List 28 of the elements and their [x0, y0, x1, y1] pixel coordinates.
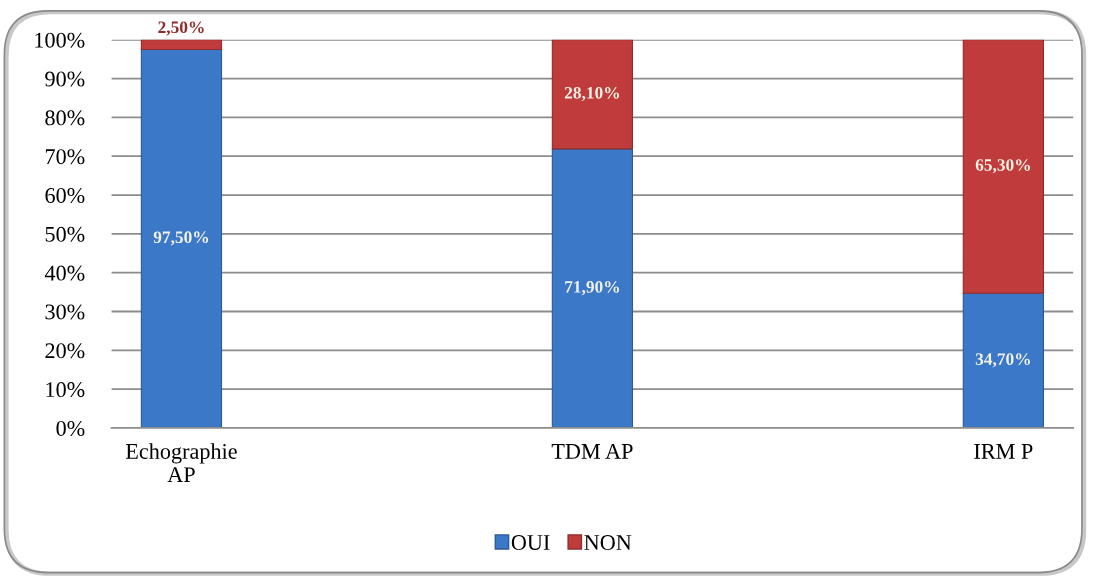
y-tick-label: 80%	[45, 110, 85, 126]
x-tick-label: IRM P	[974, 444, 1033, 459]
bar	[551, 39, 634, 150]
x-tick-label: TDM AP	[551, 444, 633, 459]
data-label: 34,70%	[975, 353, 1030, 368]
y-tick-label: 30%	[45, 304, 85, 320]
data-label: 2,50%	[158, 21, 204, 36]
data-label: 97,50%	[153, 231, 209, 246]
y-tick-label: 90%	[45, 71, 85, 87]
y-tick-label: 10%	[46, 382, 85, 398]
y-tick-label: 70%	[45, 149, 85, 165]
y-tick-label: 100%	[35, 32, 85, 48]
y-tick-label: 20%	[45, 343, 85, 359]
bar	[551, 148, 634, 428]
bar	[140, 39, 223, 51]
x-tick-label: Echographie AP	[125, 443, 237, 482]
legend-label: OUI	[511, 535, 550, 550]
y-tick-label: 40%	[44, 265, 85, 281]
y-tick-label: 60%	[45, 187, 85, 204]
bar	[962, 39, 1044, 294]
bar	[140, 48, 223, 428]
legend-label: NON	[584, 535, 632, 550]
data-label: 71,90%	[565, 281, 619, 296]
data-label: 28,10%	[564, 86, 619, 102]
bar	[962, 292, 1044, 428]
data-label: 65,30%	[975, 159, 1030, 174]
y-tick-label: 0%	[56, 420, 85, 436]
y-tick-label: 50%	[45, 226, 85, 242]
